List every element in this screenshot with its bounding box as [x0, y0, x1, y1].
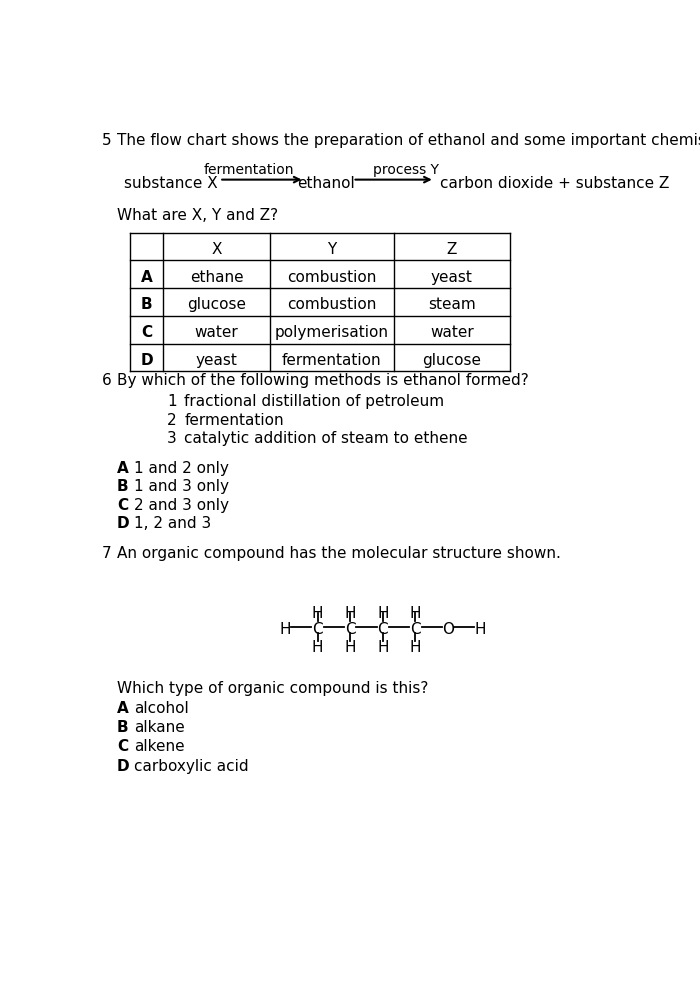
Text: C: C — [345, 623, 356, 638]
Text: combustion: combustion — [287, 269, 377, 285]
Text: C: C — [312, 623, 323, 638]
Text: process Y: process Y — [373, 162, 440, 176]
Text: fermentation: fermentation — [204, 162, 294, 176]
Text: 1: 1 — [167, 394, 176, 410]
Text: substance X: substance X — [125, 176, 218, 191]
Text: A: A — [141, 269, 153, 285]
Text: H: H — [410, 606, 421, 621]
Text: H: H — [475, 623, 486, 638]
Text: ethanol: ethanol — [298, 176, 355, 191]
Text: water: water — [430, 325, 474, 341]
Text: C: C — [141, 325, 153, 341]
Text: D: D — [117, 516, 130, 531]
Text: H: H — [344, 641, 356, 655]
Text: ethane: ethane — [190, 269, 244, 285]
Text: What are X, Y and Z?: What are X, Y and Z? — [117, 208, 278, 223]
Text: B: B — [141, 297, 153, 313]
Text: H: H — [344, 606, 356, 621]
Text: C: C — [410, 623, 421, 638]
Text: H: H — [377, 606, 388, 621]
Text: 1 and 3 only: 1 and 3 only — [134, 479, 229, 494]
Text: glucose: glucose — [187, 297, 246, 313]
Text: combustion: combustion — [287, 297, 377, 313]
Text: 1, 2 and 3: 1, 2 and 3 — [134, 516, 211, 531]
Text: alkene: alkene — [134, 740, 185, 754]
Text: 2 and 3 only: 2 and 3 only — [134, 498, 229, 513]
Text: C: C — [117, 498, 128, 513]
Text: fermentation: fermentation — [282, 352, 382, 368]
Text: H: H — [312, 606, 323, 621]
Text: 6: 6 — [102, 373, 111, 388]
Text: H: H — [312, 641, 323, 655]
Text: glucose: glucose — [422, 352, 482, 368]
Text: 7: 7 — [102, 546, 111, 561]
Text: polymerisation: polymerisation — [274, 325, 389, 341]
Text: An organic compound has the molecular structure shown.: An organic compound has the molecular st… — [117, 546, 561, 561]
Text: yeast: yeast — [430, 269, 473, 285]
Text: The flow chart shows the preparation of ethanol and some important chemistry of : The flow chart shows the preparation of … — [117, 133, 700, 148]
Text: fractional distillation of petroleum: fractional distillation of petroleum — [184, 394, 444, 410]
Text: steam: steam — [428, 297, 475, 313]
Text: fermentation: fermentation — [184, 413, 284, 428]
Text: D: D — [141, 352, 153, 368]
Text: 5: 5 — [102, 133, 111, 148]
Text: X: X — [211, 242, 222, 257]
Text: alkane: alkane — [134, 720, 185, 736]
Text: Z: Z — [447, 242, 457, 257]
Text: B: B — [117, 720, 129, 736]
Text: catalytic addition of steam to ethene: catalytic addition of steam to ethene — [184, 432, 468, 446]
Text: Y: Y — [327, 242, 336, 257]
Text: 3: 3 — [167, 432, 176, 446]
Text: H: H — [377, 641, 388, 655]
Text: H: H — [410, 641, 421, 655]
Text: B: B — [117, 479, 129, 494]
Text: yeast: yeast — [195, 352, 237, 368]
Text: carboxylic acid: carboxylic acid — [134, 758, 248, 773]
Text: 2: 2 — [167, 413, 176, 428]
Text: By which of the following methods is ethanol formed?: By which of the following methods is eth… — [117, 373, 528, 388]
Text: water: water — [195, 325, 239, 341]
Text: A: A — [117, 701, 129, 716]
Text: alcohol: alcohol — [134, 701, 189, 716]
Text: carbon dioxide + substance Z: carbon dioxide + substance Z — [440, 176, 669, 191]
Text: 1 and 2 only: 1 and 2 only — [134, 460, 229, 475]
Text: O: O — [442, 623, 454, 638]
Text: C: C — [117, 740, 128, 754]
Text: D: D — [117, 758, 130, 773]
Text: Which type of organic compound is this?: Which type of organic compound is this? — [117, 681, 428, 696]
Text: C: C — [377, 623, 388, 638]
Text: A: A — [117, 460, 129, 475]
Text: H: H — [279, 623, 291, 638]
